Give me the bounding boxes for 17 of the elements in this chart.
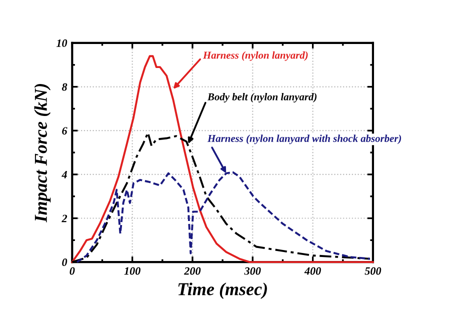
x-tick-label: 300	[244, 267, 261, 275]
x-tick-label: 400	[304, 267, 321, 275]
y-tick-label: 2	[62, 214, 68, 222]
y-tick-label: 0	[62, 258, 68, 266]
annotation: Harness (nylon lanyard with shock absorber)	[207, 134, 402, 144]
x-axis-title: Time (msec)	[178, 282, 267, 299]
y-tick-label: 4	[62, 170, 67, 178]
x-tick-label: 0	[70, 267, 75, 275]
x-tick-label: 100	[124, 267, 140, 275]
y-axis-title: Impact Force (kN)	[34, 84, 51, 222]
x-tick-label: 500	[364, 267, 382, 275]
y-tick-label: 10	[56, 39, 68, 47]
annotation: Harness (nylon lanyard)	[202, 51, 308, 61]
annotation: Body belt (nylon lanyard)	[207, 93, 317, 102]
y-tick-label: 8	[62, 83, 68, 91]
x-tick-label: 200	[184, 267, 201, 275]
y-tick-label: 6	[62, 127, 68, 135]
